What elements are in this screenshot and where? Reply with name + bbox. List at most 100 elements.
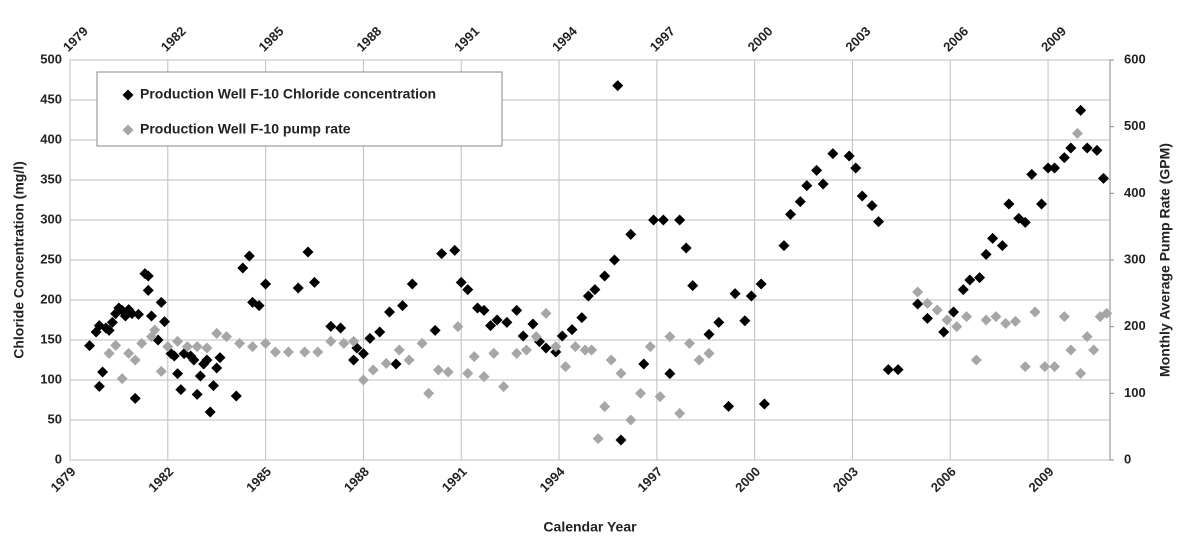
x-tick-label: 2000 — [732, 464, 763, 495]
marker — [951, 321, 963, 333]
marker — [882, 364, 894, 376]
marker — [380, 357, 392, 369]
marker — [758, 398, 770, 410]
marker — [116, 373, 128, 385]
marker — [957, 284, 969, 296]
marker — [1065, 142, 1077, 154]
marker — [149, 324, 161, 336]
marker — [713, 316, 725, 328]
marker — [234, 337, 246, 349]
marker — [693, 354, 705, 366]
marker — [811, 164, 823, 176]
x-top-tick-label: 2003 — [842, 23, 873, 54]
marker — [599, 401, 611, 413]
marker — [530, 331, 542, 343]
marker — [1071, 127, 1083, 139]
marker — [540, 307, 552, 319]
marker — [680, 242, 692, 254]
marker — [126, 308, 138, 320]
x-top-tick-label: 1979 — [60, 23, 91, 54]
marker — [1042, 162, 1054, 174]
marker — [436, 248, 448, 260]
marker — [348, 354, 360, 366]
marker — [423, 387, 435, 399]
marker — [253, 300, 265, 312]
marker — [921, 312, 933, 324]
legend-label: Production Well F-10 Chloride concentrat… — [140, 86, 436, 102]
marker — [191, 388, 203, 400]
marker — [866, 200, 878, 212]
marker — [1003, 198, 1015, 210]
marker — [921, 297, 933, 309]
marker — [599, 270, 611, 282]
x-tick-label: 1997 — [634, 464, 665, 495]
marker — [644, 341, 656, 353]
marker — [230, 390, 242, 402]
marker — [348, 335, 360, 347]
marker — [191, 341, 203, 353]
marker — [912, 298, 924, 310]
marker — [383, 306, 395, 318]
marker — [589, 284, 601, 296]
marker — [211, 362, 223, 374]
marker — [794, 196, 806, 208]
marker — [204, 406, 216, 418]
marker — [357, 374, 369, 386]
marker — [397, 300, 409, 312]
marker — [260, 337, 272, 349]
marker — [432, 364, 444, 376]
marker — [615, 367, 627, 379]
marker — [745, 290, 757, 302]
marker — [491, 314, 503, 326]
marker — [625, 414, 637, 426]
marker — [142, 284, 154, 296]
marker — [406, 278, 418, 290]
marker — [1036, 198, 1048, 210]
marker — [325, 335, 337, 347]
x-top-tick-label: 2009 — [1038, 23, 1069, 54]
marker — [207, 380, 219, 392]
y-tick-label: 450 — [40, 91, 62, 106]
marker — [612, 80, 624, 92]
marker — [540, 342, 552, 354]
marker — [970, 354, 982, 366]
marker — [136, 337, 148, 349]
marker — [214, 352, 226, 364]
marker — [948, 306, 960, 318]
y-tick-label: 150 — [40, 331, 62, 346]
marker — [674, 214, 686, 226]
y2-tick-label: 400 — [1124, 185, 1146, 200]
marker — [220, 331, 232, 343]
marker — [132, 308, 144, 320]
marker — [674, 407, 686, 419]
marker — [84, 340, 96, 352]
marker — [1075, 367, 1087, 379]
marker — [452, 321, 464, 333]
marker — [608, 254, 620, 266]
marker — [1088, 344, 1100, 356]
marker — [302, 246, 314, 258]
marker — [569, 341, 581, 353]
marker — [269, 346, 281, 358]
marker — [292, 282, 304, 294]
marker — [188, 354, 200, 366]
marker — [576, 312, 588, 324]
marker — [648, 214, 660, 226]
marker — [175, 384, 187, 396]
y-axis-label: Chloride Concentration (mg/l) — [11, 161, 27, 359]
marker — [987, 232, 999, 244]
marker — [657, 214, 669, 226]
marker — [429, 324, 441, 336]
y-tick-label: 250 — [40, 251, 62, 266]
marker — [1000, 317, 1012, 329]
y2-tick-label: 200 — [1124, 318, 1146, 333]
y2-tick-label: 600 — [1124, 51, 1146, 66]
marker — [873, 216, 885, 228]
x-top-tick-label: 1997 — [647, 23, 678, 54]
marker — [390, 358, 402, 370]
marker — [1019, 216, 1031, 228]
marker — [1039, 361, 1051, 373]
marker — [501, 316, 513, 328]
x-tick-label: 1994 — [537, 463, 569, 495]
